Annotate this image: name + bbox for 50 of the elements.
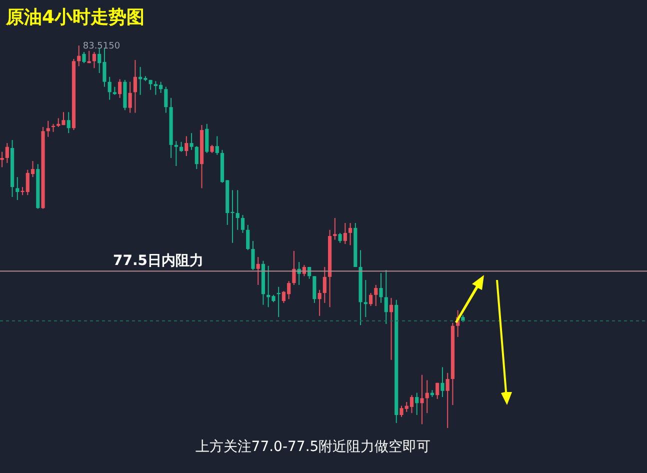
candlestick [240, 214, 245, 234]
candlestick [343, 222, 347, 245]
candlestick [184, 136, 188, 157]
text: 上方关注77.0-77.5附近阻力做空即可 [195, 439, 431, 455]
candlestick [215, 136, 219, 156]
candlestick [246, 224, 250, 251]
candlestick [87, 50, 91, 64]
candlestick [389, 297, 394, 360]
candlestick [368, 292, 373, 306]
candlestick [118, 78, 122, 98]
candlestick [348, 222, 352, 246]
candlestick [46, 120, 50, 138]
candlestick [5, 142, 9, 164]
candlestick [440, 366, 444, 398]
candlestick [236, 190, 240, 230]
candlestick [374, 284, 378, 306]
candlestick [194, 146, 198, 170]
candlestick [333, 218, 337, 240]
candlestick [164, 86, 168, 114]
candlestick [256, 256, 260, 286]
candlestick [379, 272, 383, 304]
candlestick [77, 45, 81, 67]
candlestick [420, 374, 424, 425]
candlestick [190, 132, 194, 150]
candlestick [0, 151, 4, 168]
candlestick [133, 60, 137, 114]
chart-title: 原油4小时走势图 [5, 7, 145, 28]
candlestick [338, 232, 342, 244]
candlestick [205, 123, 209, 154]
candlestick [179, 141, 184, 152]
candlestick [292, 250, 296, 286]
ref-line-label: 77.5日内阻力 [113, 253, 204, 270]
candlestick [364, 279, 368, 318]
candlestick [108, 76, 112, 100]
candlestick [318, 289, 322, 316]
candlestick [322, 266, 326, 304]
candlestick [128, 81, 132, 114]
candlestick [174, 140, 178, 166]
candlestick [415, 392, 419, 416]
annotation: 83.5150 [82, 42, 120, 52]
candlestick [384, 270, 388, 324]
candlestick [446, 372, 450, 428]
candlestick [425, 380, 429, 414]
candlestick [436, 382, 440, 400]
candlestick [82, 52, 86, 64]
candlestick [66, 112, 70, 134]
candlestick [312, 276, 316, 304]
candlestick [16, 176, 20, 201]
candlestick [251, 240, 255, 271]
candlestick [92, 52, 96, 69]
